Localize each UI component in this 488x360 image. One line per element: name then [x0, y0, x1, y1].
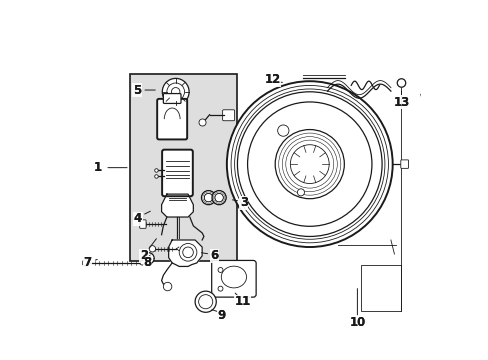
Circle shape — [166, 83, 184, 100]
FancyBboxPatch shape — [163, 94, 181, 103]
Text: 3: 3 — [239, 197, 247, 210]
Text: 4: 4 — [134, 212, 142, 225]
Text: 7: 7 — [83, 256, 91, 269]
Text: 7: 7 — [83, 256, 91, 269]
Circle shape — [212, 190, 225, 205]
Text: 9: 9 — [217, 309, 225, 322]
Circle shape — [198, 294, 212, 309]
Circle shape — [195, 291, 216, 312]
Circle shape — [396, 79, 405, 87]
FancyBboxPatch shape — [140, 220, 146, 228]
Circle shape — [149, 246, 155, 252]
FancyBboxPatch shape — [157, 99, 187, 139]
Circle shape — [199, 119, 205, 126]
Text: 1: 1 — [94, 161, 102, 174]
FancyBboxPatch shape — [222, 110, 234, 121]
Text: 5: 5 — [133, 84, 141, 96]
Circle shape — [218, 286, 223, 291]
Circle shape — [163, 282, 171, 291]
Circle shape — [275, 130, 344, 199]
Text: 2: 2 — [140, 249, 148, 262]
Circle shape — [297, 189, 304, 196]
Text: 4: 4 — [134, 212, 142, 225]
Text: 11: 11 — [234, 295, 250, 308]
Circle shape — [201, 190, 215, 205]
Text: 12: 12 — [264, 73, 280, 86]
Text: 5: 5 — [133, 84, 141, 96]
FancyBboxPatch shape — [211, 260, 256, 297]
Circle shape — [171, 87, 180, 96]
Text: 11: 11 — [234, 295, 250, 308]
Text: 6: 6 — [210, 249, 218, 262]
Polygon shape — [168, 240, 202, 266]
FancyBboxPatch shape — [431, 89, 447, 104]
Text: 1: 1 — [94, 161, 102, 174]
Circle shape — [140, 261, 144, 265]
FancyBboxPatch shape — [400, 160, 407, 168]
Circle shape — [162, 78, 189, 105]
Text: 13: 13 — [392, 96, 409, 109]
FancyBboxPatch shape — [162, 150, 192, 196]
Circle shape — [247, 102, 371, 226]
Circle shape — [154, 175, 158, 178]
Circle shape — [226, 81, 392, 247]
FancyBboxPatch shape — [130, 74, 237, 261]
Circle shape — [226, 81, 392, 247]
Circle shape — [277, 125, 288, 136]
Text: 10: 10 — [348, 316, 365, 329]
Text: 10: 10 — [348, 316, 365, 329]
Circle shape — [145, 256, 151, 261]
Text: 8: 8 — [143, 256, 151, 269]
Text: 6: 6 — [210, 249, 218, 262]
Circle shape — [218, 267, 223, 273]
Text: 3: 3 — [239, 197, 247, 210]
Circle shape — [142, 253, 154, 264]
Text: 13: 13 — [392, 96, 409, 109]
Circle shape — [290, 145, 328, 184]
Text: 9: 9 — [217, 309, 225, 322]
Text: 2: 2 — [140, 249, 148, 262]
Text: 8: 8 — [143, 256, 151, 269]
Polygon shape — [161, 194, 193, 217]
Text: 12: 12 — [264, 73, 280, 86]
Circle shape — [154, 169, 158, 172]
